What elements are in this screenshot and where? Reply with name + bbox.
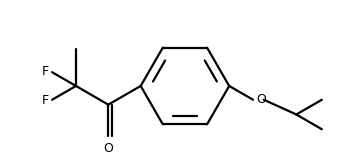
Text: O: O xyxy=(103,142,113,155)
Text: F: F xyxy=(42,94,49,107)
Text: F: F xyxy=(42,65,49,78)
Text: O: O xyxy=(256,93,266,106)
